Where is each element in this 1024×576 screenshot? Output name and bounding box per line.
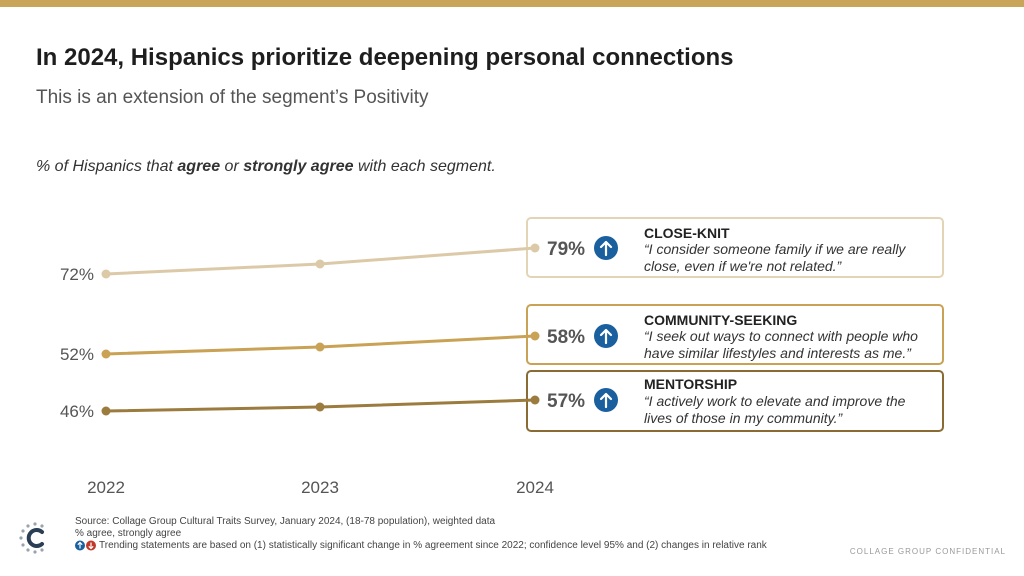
segment-title: MENTORSHIP xyxy=(644,376,738,392)
x-tick-label: 2022 xyxy=(87,478,125,497)
data-point xyxy=(530,331,540,341)
footer-notes: Source: Collage Group Cultural Traits Su… xyxy=(75,516,767,552)
trend-legend-icons xyxy=(75,540,96,551)
data-point xyxy=(101,406,111,416)
top-accent-bar xyxy=(0,0,1024,7)
segment-title: CLOSE-KNIT xyxy=(644,225,730,241)
x-tick-label: 2024 xyxy=(516,478,554,497)
end-value-label: 57% xyxy=(547,391,585,412)
end-value-label: 58% xyxy=(547,327,585,348)
start-value-label: 46% xyxy=(60,402,94,421)
data-point xyxy=(315,259,325,269)
start-value-label: 72% xyxy=(60,265,94,284)
data-point xyxy=(315,402,325,412)
scale-note: % agree, strongly agree xyxy=(75,528,182,539)
segment-card-mentorship: MENTORSHIP “I actively work to elevate a… xyxy=(526,370,944,432)
data-point xyxy=(101,349,111,359)
chart-description: % of Hispanics that agree or strongly ag… xyxy=(36,158,496,175)
start-value-label: 52% xyxy=(60,345,94,364)
arrow-up-glyph xyxy=(599,392,613,409)
confidential-label: COLLAGE GROUP CONFIDENTIAL xyxy=(849,547,1006,556)
source-note: Source: Collage Group Cultural Traits Su… xyxy=(75,516,496,527)
segment-quote: “I actively work to elevate and improve … xyxy=(644,393,906,426)
page-subtitle: This is an extension of the segment’s Po… xyxy=(36,87,429,108)
end-value-label: 79% xyxy=(547,239,585,260)
segment-quote: “I consider someone family if we are rea… xyxy=(644,241,906,274)
data-point xyxy=(530,243,540,253)
segment-title: COMMUNITY-SEEKING xyxy=(644,312,798,328)
x-tick-label: 2023 xyxy=(301,478,339,497)
collage-group-logo xyxy=(19,522,44,554)
trending-note: Trending statements are based on (1) sta… xyxy=(75,540,767,552)
data-point xyxy=(315,342,325,352)
arrow-up-glyph xyxy=(599,328,613,345)
data-point xyxy=(530,395,540,405)
segment-card-close-knit: CLOSE-KNIT “I consider someone family if… xyxy=(526,217,944,278)
arrow-up-glyph xyxy=(599,240,613,257)
data-point xyxy=(101,269,111,279)
segment-card-community-seeking: COMMUNITY-SEEKING “I seek out ways to co… xyxy=(526,304,944,365)
page-title: In 2024, Hispanics prioritize deepening … xyxy=(36,44,734,71)
segment-quote: “I seek out ways to connect with people … xyxy=(644,328,918,361)
